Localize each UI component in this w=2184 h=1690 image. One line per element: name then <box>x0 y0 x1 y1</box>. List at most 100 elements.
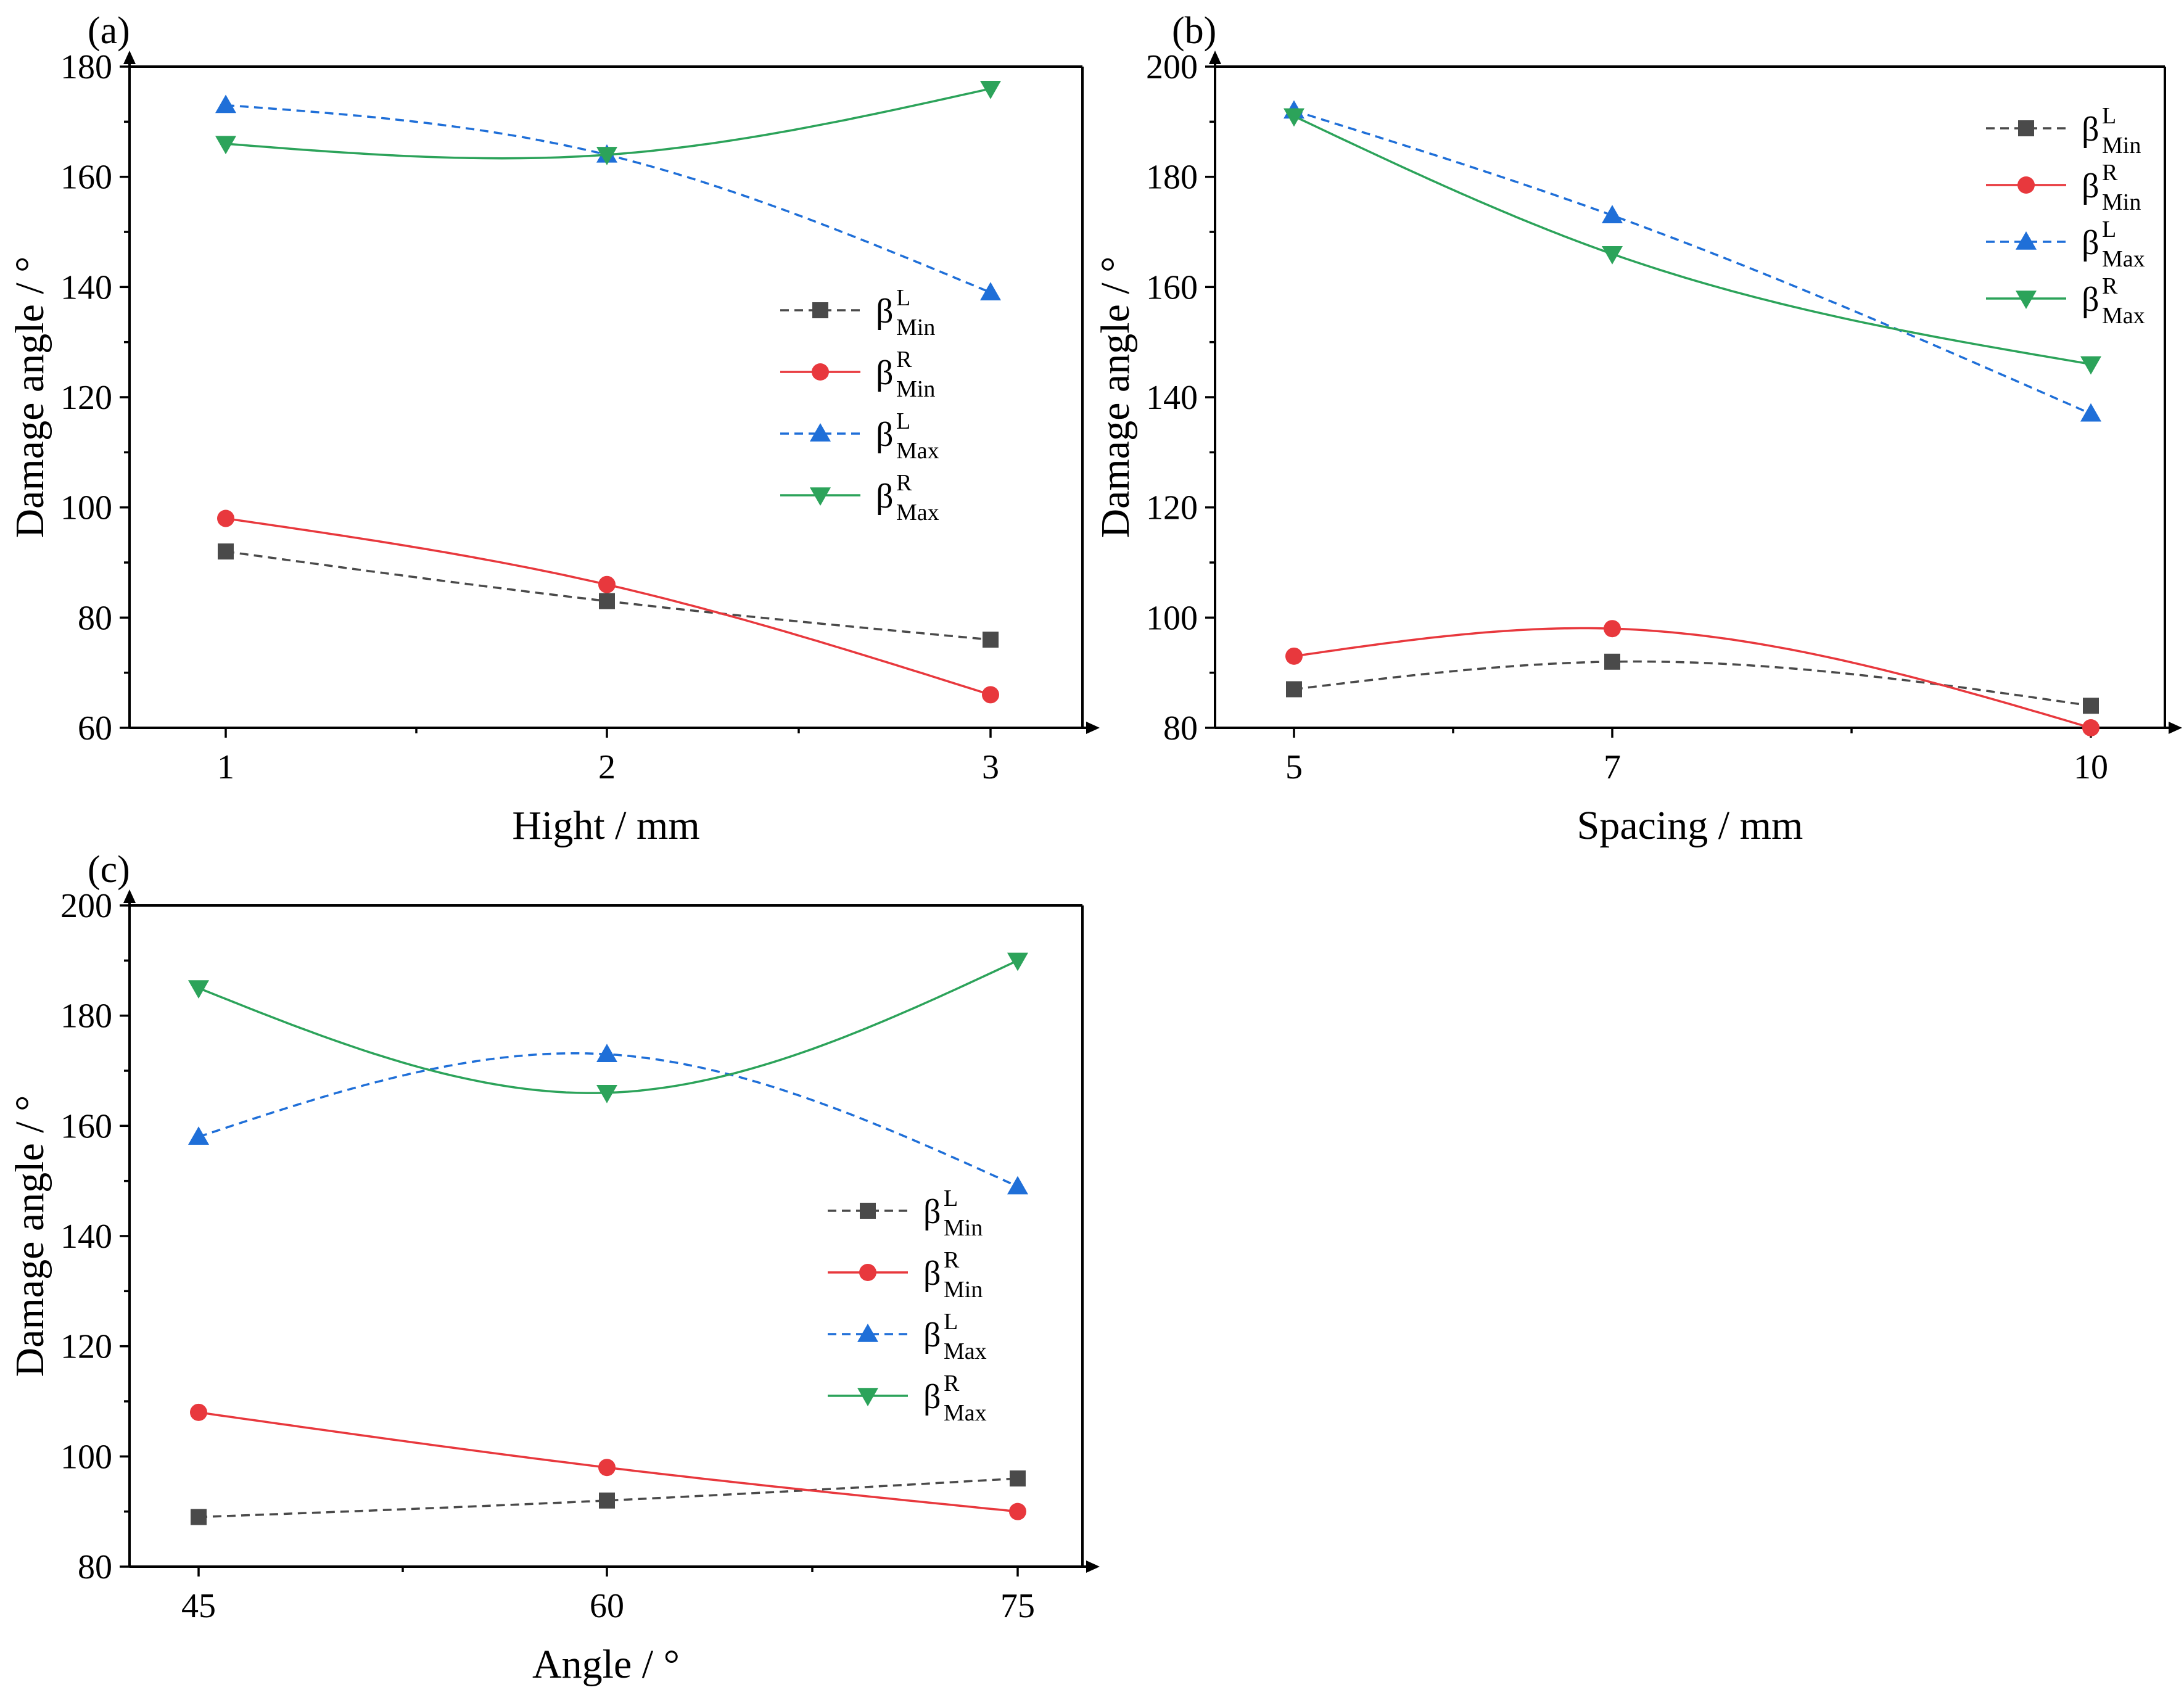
series-L-Min <box>191 1470 1026 1525</box>
legend-subscript: Max <box>896 500 939 526</box>
x-axis-title: Hight / mm <box>512 803 699 848</box>
data-point-square <box>191 1509 207 1525</box>
series-line <box>1293 660 2091 707</box>
y-tick-label: 140 <box>60 1218 112 1256</box>
y-tick-label: 100 <box>60 1438 112 1476</box>
series-R-Min <box>1285 620 2100 736</box>
legend-symbol: β <box>2082 167 2100 205</box>
x-tick-label: 2 <box>598 748 616 786</box>
data-point-square <box>1604 653 1620 670</box>
data-point-triangle-down <box>188 980 209 999</box>
x-axis-title: Spacing / mm <box>1577 803 1803 848</box>
data-point-triangle-down <box>980 80 1001 99</box>
data-point-triangle-down <box>215 136 236 155</box>
legend-superscript: R <box>896 470 912 496</box>
legend-marker <box>812 302 828 318</box>
y-tick-label: 160 <box>1146 268 1198 307</box>
legend-marker <box>857 1388 878 1406</box>
y-tick-label: 80 <box>78 599 112 637</box>
x-tick-label: 60 <box>590 1587 624 1625</box>
series-R-Max <box>215 80 1001 165</box>
legend-entry: β R Min <box>828 1247 983 1303</box>
data-point-circle <box>982 686 999 704</box>
series-R-Min <box>217 509 999 704</box>
data-point-square <box>599 593 615 609</box>
legend-marker <box>2016 291 2037 309</box>
series-R-Max <box>188 952 1028 1103</box>
legend-superscript: L <box>2102 216 2116 242</box>
legend-symbol: β <box>876 416 894 454</box>
chart-panel-1: (a) 60 80 100 120 140 160 180 1 2 3 Hight / mm Damag… <box>7 10 1100 848</box>
series-L-Max <box>215 94 1001 301</box>
y-tick-label: 120 <box>60 379 112 417</box>
series-L-Max <box>188 1044 1028 1195</box>
y-tick-label: 180 <box>1146 159 1198 197</box>
data-point-circle <box>598 575 616 593</box>
x-axis-arrow <box>1086 722 1100 734</box>
y-tick-label: 120 <box>60 1328 112 1366</box>
legend-symbol: β <box>923 1255 941 1293</box>
y-tick-label: 140 <box>1146 379 1198 417</box>
data-point-triangle-up <box>980 282 1001 301</box>
series-R-Max <box>1284 108 2101 375</box>
series-L-Min <box>1286 653 2099 714</box>
data-point-circle <box>598 1459 616 1477</box>
data-point-circle <box>1009 1502 1026 1520</box>
legend-entry: β L Min <box>780 285 935 340</box>
series-line <box>198 959 1018 1094</box>
legend-entry: β L Max <box>1986 216 2145 272</box>
data-point-triangle-down <box>596 147 617 165</box>
data-point-square <box>599 1492 615 1509</box>
legend-superscript: L <box>944 1309 958 1335</box>
x-tick-label: 75 <box>1000 1587 1035 1625</box>
x-tick-label: 3 <box>982 748 999 786</box>
legend-marker <box>860 1203 876 1219</box>
y-tick-label: 80 <box>1163 709 1198 748</box>
data-point-square <box>1010 1470 1026 1487</box>
y-axis-title: Damage angle / ° <box>7 1095 52 1377</box>
legend-superscript: L <box>2102 103 2116 129</box>
legend-symbol: β <box>876 292 894 331</box>
data-point-triangle-down <box>1602 245 1623 265</box>
legend-superscript: L <box>896 285 910 311</box>
data-point-triangle-up <box>596 1044 617 1062</box>
chart-panel-2: (b) 80 100 120 140 160 180 200 5 7 10 Spacing / mm D… <box>1093 10 2182 848</box>
data-point-square <box>1286 681 1302 698</box>
series-line <box>198 1052 1018 1188</box>
legend-subscript: Max <box>2102 246 2145 272</box>
series-line <box>1293 627 2091 729</box>
legend-entry: β R Max <box>780 470 939 526</box>
legend-subscript: Max <box>2102 303 2145 329</box>
panel-label: (c) <box>88 849 130 891</box>
series-line <box>1293 115 2091 366</box>
legend-superscript: R <box>2102 160 2118 186</box>
legend-subscript: Min <box>944 1215 983 1241</box>
y-tick-label: 180 <box>60 997 112 1036</box>
legend-superscript: R <box>2102 273 2118 299</box>
y-axis-title: Damage angle / ° <box>1093 256 1138 538</box>
data-point-triangle-down <box>1284 108 1304 127</box>
data-point-triangle-down <box>2080 356 2101 375</box>
legend-marker <box>857 1324 878 1342</box>
legend-superscript: L <box>896 408 910 434</box>
data-point-circle <box>1604 620 1621 638</box>
legend-entry: β L Min <box>828 1185 983 1241</box>
panel-label: (b) <box>1172 10 1216 52</box>
series-line <box>225 104 991 294</box>
legend-subscript: Min <box>944 1277 983 1303</box>
legend-superscript: R <box>944 1371 960 1396</box>
legend-entry: β R Min <box>1986 160 2141 215</box>
legend-symbol: β <box>923 1193 941 1231</box>
legend-superscript: L <box>944 1185 958 1211</box>
legend-subscript: Min <box>2102 189 2141 215</box>
legend-subscript: Max <box>944 1400 987 1426</box>
series-L-Min <box>218 543 999 648</box>
x-axis-arrow <box>1086 1560 1100 1573</box>
y-tick-label: 180 <box>60 48 112 86</box>
y-tick-label: 60 <box>78 709 112 748</box>
y-tick-label: 100 <box>1146 599 1198 637</box>
legend-marker <box>810 487 831 506</box>
y-axis-arrow <box>123 51 136 64</box>
data-point-circle <box>190 1403 207 1421</box>
